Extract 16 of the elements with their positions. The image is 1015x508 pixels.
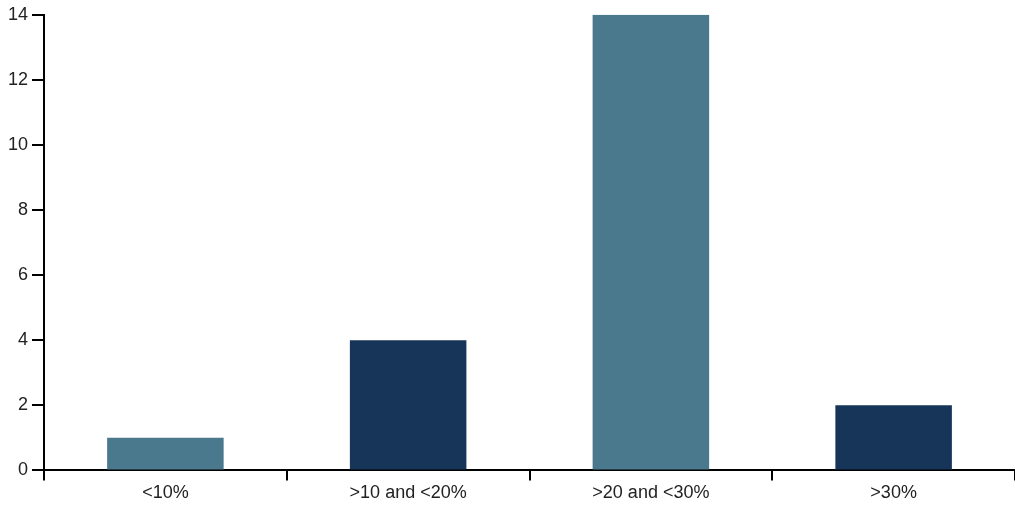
y-tick-label: 6	[18, 264, 29, 285]
y-tick-label: 8	[18, 199, 29, 220]
y-tick-label: 10	[7, 133, 29, 154]
x-tick-label: <10%	[142, 482, 189, 503]
y-tick-label: 0	[18, 459, 29, 480]
y-tick-label: 4	[18, 329, 29, 350]
bar	[349, 340, 467, 470]
x-tick-label: >10 and <20%	[349, 482, 467, 503]
bar	[107, 437, 224, 470]
x-tick-label: >30%	[870, 482, 917, 503]
y-tick-label: 14	[7, 3, 29, 24]
y-tick-label: 12	[7, 68, 29, 89]
bar	[592, 14, 710, 470]
bar	[835, 405, 952, 470]
x-tick-label: >20 and <30%	[592, 482, 710, 503]
y-tick-label: 2	[18, 394, 29, 415]
